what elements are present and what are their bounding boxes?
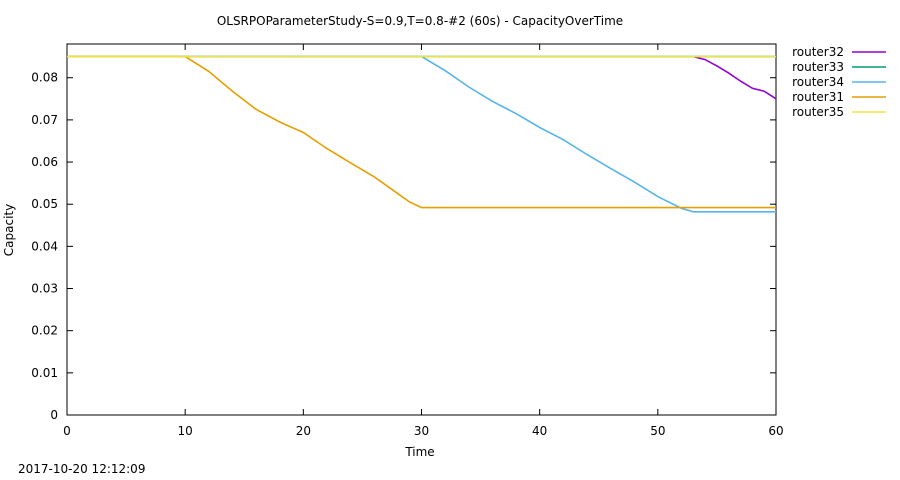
series-line-router32 — [693, 55, 777, 100]
y-tick-label: 0.05 — [31, 197, 58, 211]
x-tick-label: 50 — [650, 424, 665, 438]
x-tick-label: 40 — [532, 424, 547, 438]
x-tick-label: 30 — [414, 424, 429, 438]
x-tick-label: 10 — [178, 424, 193, 438]
legend-label-router34: router34 — [792, 75, 844, 89]
y-tick-label: 0.07 — [31, 113, 58, 127]
y-tick-label: 0 — [50, 408, 58, 422]
chart-title: OLSRPOParameterStudy-S=0.9,T=0.8-#2 (60s… — [217, 14, 623, 28]
series-line-router34 — [67, 55, 776, 213]
series-lines — [67, 55, 777, 213]
timestamp: 2017-10-20 12:12:09 — [18, 462, 146, 476]
y-tick-label: 0.04 — [31, 239, 58, 253]
y-tick-label: 0.06 — [31, 155, 58, 169]
plot-frame — [66, 43, 777, 416]
y-axis-label: Capacity — [2, 204, 16, 256]
x-tick-label: 20 — [296, 424, 311, 438]
y-tick-label: 0.08 — [31, 71, 58, 85]
y-tick-label: 0.01 — [31, 366, 58, 380]
x-axis-label: Time — [404, 445, 434, 459]
legend-label-router33: router33 — [792, 60, 844, 74]
series-line-router31 — [67, 55, 776, 209]
legend-label-router32: router32 — [792, 45, 844, 59]
x-tick-label: 60 — [768, 424, 783, 438]
y-tick-label: 0.03 — [31, 282, 58, 296]
legend-label-router35: router35 — [792, 105, 844, 119]
y-tick-label: 0.02 — [31, 324, 58, 338]
axis-ticks: 0 10 20 30 40 50 60 0 0.01 0.02 0.03 0.04 0.05 0.06 0.… — [31, 44, 784, 438]
legend-label-router31: router31 — [792, 90, 844, 104]
x-tick-label: 0 — [63, 424, 71, 438]
